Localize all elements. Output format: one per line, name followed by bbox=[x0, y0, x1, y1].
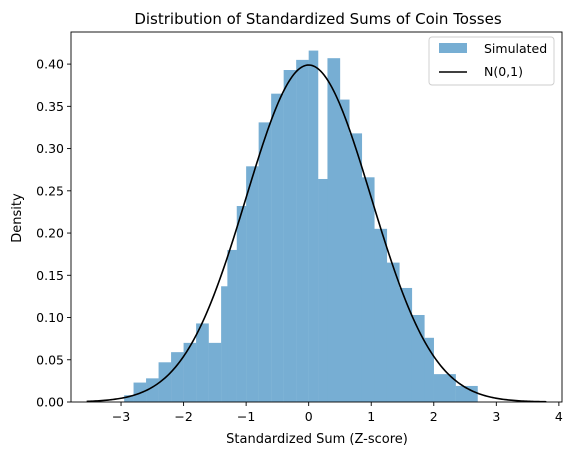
histogram-bar-7 bbox=[196, 323, 209, 402]
histogram-bar-15 bbox=[283, 70, 297, 402]
x-axis-label: Standardized Sum (Z-score) bbox=[226, 432, 408, 447]
histogram-bar-8 bbox=[208, 342, 222, 402]
legend: Simulated N(0,1) bbox=[428, 36, 555, 86]
histogram-bar-9 bbox=[221, 286, 228, 402]
histogram-bar-20 bbox=[339, 99, 350, 403]
histogram-bar-10 bbox=[227, 249, 237, 402]
y-tick-label: 0.10 bbox=[36, 310, 64, 325]
x-tick-label: 0 bbox=[305, 409, 313, 424]
histogram-bar-4 bbox=[158, 362, 172, 402]
y-tick-label: 0.30 bbox=[36, 141, 64, 156]
y-tick-label: 0.40 bbox=[36, 57, 64, 72]
x-tick-label: −2 bbox=[174, 409, 192, 424]
histogram-bar-5 bbox=[171, 352, 184, 402]
legend-label-normal: N(0,1) bbox=[484, 64, 523, 79]
histogram-bar-17 bbox=[308, 50, 319, 403]
x-tick-label: 3 bbox=[492, 409, 500, 424]
x-tick-label: −3 bbox=[112, 409, 130, 424]
axes-frame bbox=[70, 31, 563, 403]
legend-swatch-simulated bbox=[439, 43, 467, 53]
legend-label-simulated: Simulated bbox=[484, 41, 547, 56]
histogram-bars bbox=[124, 50, 478, 403]
y-tick-label: 0.00 bbox=[36, 395, 64, 410]
histogram-bar-14 bbox=[271, 93, 284, 403]
y-tick-label: 0.15 bbox=[36, 268, 64, 283]
histogram-bar-29 bbox=[455, 385, 478, 402]
histogram-bar-28 bbox=[433, 374, 456, 402]
plot-area bbox=[70, 31, 563, 403]
histogram-bar-24 bbox=[386, 262, 400, 402]
histogram-bar-11 bbox=[236, 206, 247, 402]
histogram-bar-2 bbox=[133, 382, 147, 402]
histogram-bar-1 bbox=[124, 395, 134, 402]
x-axis-ticks: −3 −2 −1 0 1 2 3 4 bbox=[112, 402, 563, 424]
histogram-bar-12 bbox=[246, 166, 259, 402]
y-axis-label: Density bbox=[10, 193, 25, 243]
normal-curve bbox=[86, 64, 547, 403]
x-tick-label: 1 bbox=[367, 409, 375, 424]
histogram-bar-25 bbox=[399, 287, 413, 402]
histogram-bar-21 bbox=[349, 133, 363, 402]
x-tick-label: 4 bbox=[555, 409, 563, 424]
chart-title: Distribution of Standardized Sums of Coi… bbox=[134, 10, 501, 28]
y-tick-label: 0.05 bbox=[36, 352, 64, 367]
x-tick-label: 2 bbox=[430, 409, 438, 424]
histogram-bar-6 bbox=[183, 342, 197, 402]
x-tick-label: −1 bbox=[237, 409, 255, 424]
y-tick-label: 0.35 bbox=[36, 99, 64, 114]
histogram-bar-13 bbox=[258, 122, 272, 403]
y-tick-label: 0.25 bbox=[36, 183, 64, 198]
y-tick-label: 0.20 bbox=[36, 226, 64, 241]
histogram-bar-18 bbox=[318, 178, 328, 402]
y-axis-ticks: 0.00 0.05 0.10 0.15 0.20 0.25 0.30 0.35 0.40 bbox=[36, 57, 71, 410]
histogram-bar-27 bbox=[424, 337, 434, 402]
histogram-bar-16 bbox=[296, 59, 309, 403]
histogram-bar-23 bbox=[374, 228, 388, 402]
histogram-bar-19 bbox=[327, 58, 341, 402]
histogram-bar-22 bbox=[361, 177, 375, 402]
